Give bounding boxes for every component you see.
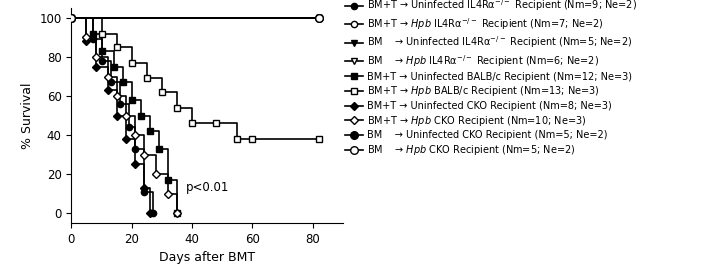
Text: p<0.01: p<0.01: [186, 181, 229, 194]
Legend: BM+T → Uninfected IL4Rα$^{-/-}$ Recipient (Nm=9; Ne=2), BM+T → $\it{Hpb}$ IL4Rα$: BM+T → Uninfected IL4Rα$^{-/-}$ Recipien…: [346, 0, 637, 157]
X-axis label: Days after BMT: Days after BMT: [159, 251, 255, 264]
Y-axis label: % Survival: % Survival: [21, 82, 34, 149]
